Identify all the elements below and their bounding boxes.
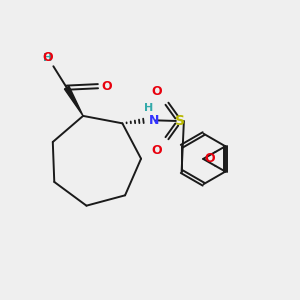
Text: S: S <box>175 114 185 128</box>
Polygon shape <box>64 86 83 116</box>
Text: H: H <box>43 53 52 63</box>
Text: O: O <box>152 85 163 98</box>
Text: O: O <box>43 51 53 64</box>
Text: H: H <box>145 103 154 113</box>
Text: O: O <box>101 80 112 93</box>
Text: O: O <box>152 143 163 157</box>
Text: O: O <box>205 152 215 165</box>
Text: N: N <box>149 115 160 128</box>
